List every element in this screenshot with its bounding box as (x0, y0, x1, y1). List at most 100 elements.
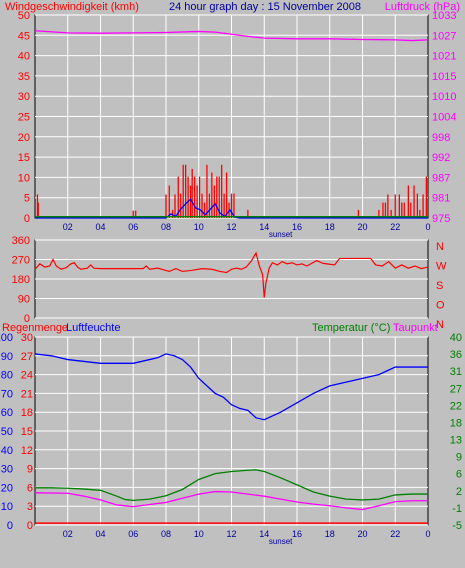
wind-y-tick: 5 (24, 193, 30, 205)
direction-compass-tick: W (436, 261, 447, 273)
rain-y-tick: 27 (21, 351, 33, 363)
direction-y-tick: 180 (12, 274, 30, 286)
wind-x-tick: 02 (63, 222, 73, 232)
temperature-y-tick: 31 (450, 366, 462, 378)
chart-layer: 0510152025303540455097598198799299810041… (0, 10, 462, 546)
temperature-line (35, 469, 428, 502)
humidity-y-tick: 30 (1, 464, 13, 476)
rain-y-tick: 6 (27, 482, 33, 494)
temperature-y-tick: 40 (450, 332, 462, 344)
climate-x-tick: 14 (259, 529, 269, 539)
wind-x-tick: 06 (128, 222, 138, 232)
humidity-y-tick: 100 (0, 332, 13, 344)
chart-title: 24 hour graph day : 15 November 2008 (169, 1, 361, 13)
climate-x-tick: 0 (425, 529, 430, 539)
humidity-y-tick: 0 (7, 520, 13, 532)
wind-x-tick: 04 (95, 222, 105, 232)
pressure-y-tick: 981 (432, 193, 450, 205)
wind-y-tick: 25 (18, 112, 30, 124)
pressure-y-tick: 1004 (432, 112, 456, 124)
humidity-y-tick: 90 (1, 351, 13, 363)
temperature-y-tick: -1 (452, 503, 462, 515)
sunset-label: sunset (269, 230, 293, 239)
climate-x-tick: 18 (325, 529, 335, 539)
rain-y-tick: 0 (27, 520, 33, 532)
climate-x-tick: 10 (194, 529, 204, 539)
wind-x-tick: 10 (194, 222, 204, 232)
wind-x-tick: 14 (259, 222, 269, 232)
dewpoint-axis-title: Taupunkt (393, 322, 438, 334)
wind-x-tick: 16 (292, 222, 302, 232)
wind-y-tick: 40 (18, 51, 30, 63)
wind-y-tick: 0 (24, 213, 30, 225)
temperature-y-tick: 13 (450, 435, 462, 447)
wind-x-tick: 18 (325, 222, 335, 232)
humidity-axis-title: Luftfeuchte (66, 322, 120, 334)
direction-compass-tick: O (436, 300, 445, 312)
climate-sunset-label: sunset (269, 537, 293, 546)
humidity-line (34, 353, 428, 421)
pressure-y-tick: 1033 (432, 10, 456, 22)
wind-y-tick: 35 (18, 71, 30, 83)
rain-y-tick: 9 (27, 464, 33, 476)
wind-x-tick: 0 (425, 222, 430, 232)
wind-y-tick: 15 (18, 152, 30, 164)
temperature-y-tick: 9 (456, 452, 462, 464)
direction-y-tick: 360 (12, 235, 30, 247)
pressure-y-tick: 987 (432, 172, 450, 184)
gust-line (35, 198, 428, 219)
pressure-y-tick: 1027 (432, 30, 456, 42)
wind-y-tick: 20 (18, 132, 30, 144)
rain-axis-title: Regenmenge (2, 322, 68, 334)
climate-x-tick: 16 (292, 529, 302, 539)
humidity-y-tick: 70 (1, 388, 13, 400)
pressure-y-tick: 1021 (432, 51, 456, 63)
humidity-y-tick: 80 (1, 370, 13, 382)
climate-x-tick: 12 (226, 529, 236, 539)
climate-x-tick: 22 (390, 529, 400, 539)
wind-axis-title: Windgeschwindigkeit (kmh) (5, 1, 139, 13)
humidity-y-tick: 60 (1, 407, 13, 419)
rain-y-tick: 12 (21, 445, 33, 457)
pressure-y-tick: 975 (432, 213, 450, 225)
direction-line (34, 251, 429, 298)
wind-x-tick: 20 (357, 222, 367, 232)
temperature-axis-title: Temperatur (°C) (312, 322, 390, 334)
humidity-y-tick: 20 (1, 482, 13, 494)
humidity-y-tick: 10 (1, 501, 13, 513)
direction-y-tick: 0 (24, 313, 30, 325)
pressure-axis-title: Luftdruck (hPa) (385, 1, 460, 13)
rain-y-tick: 30 (21, 332, 33, 344)
direction-compass-tick: N (436, 319, 444, 331)
wind-x-tick: 22 (390, 222, 400, 232)
temperature-y-tick: 36 (450, 349, 462, 361)
direction-y-tick: 270 (12, 255, 30, 267)
wind-y-tick: 10 (18, 172, 30, 184)
rain-y-tick: 15 (21, 426, 33, 438)
dewpoint-line (34, 490, 428, 511)
humidity-y-tick: 50 (1, 426, 13, 438)
temperature-y-tick: 2 (456, 486, 462, 498)
temperature-y-tick: 6 (456, 469, 462, 481)
wind-x-tick: 08 (161, 222, 171, 232)
pressure-y-tick: 998 (432, 132, 450, 144)
climate-x-tick: 02 (63, 529, 73, 539)
pressure-y-tick: 1015 (432, 71, 456, 83)
pressure-y-tick: 1010 (432, 91, 456, 103)
rain-y-tick: 3 (27, 501, 33, 513)
wind-y-tick: 30 (18, 91, 30, 103)
climate-x-tick: 20 (357, 529, 367, 539)
rain-y-tick: 24 (21, 370, 33, 382)
humidity-y-tick: 40 (1, 445, 13, 457)
wind-x-tick: 12 (226, 222, 236, 232)
climate-x-tick: 06 (128, 529, 138, 539)
pressure-line (34, 30, 429, 42)
climate-x-tick: 08 (161, 529, 171, 539)
temperature-y-tick: 22 (450, 400, 462, 412)
wind-y-tick: 45 (18, 30, 30, 42)
direction-compass-tick: S (436, 280, 443, 292)
climate-x-tick: 04 (95, 529, 105, 539)
temperature-y-tick: -5 (452, 520, 462, 532)
